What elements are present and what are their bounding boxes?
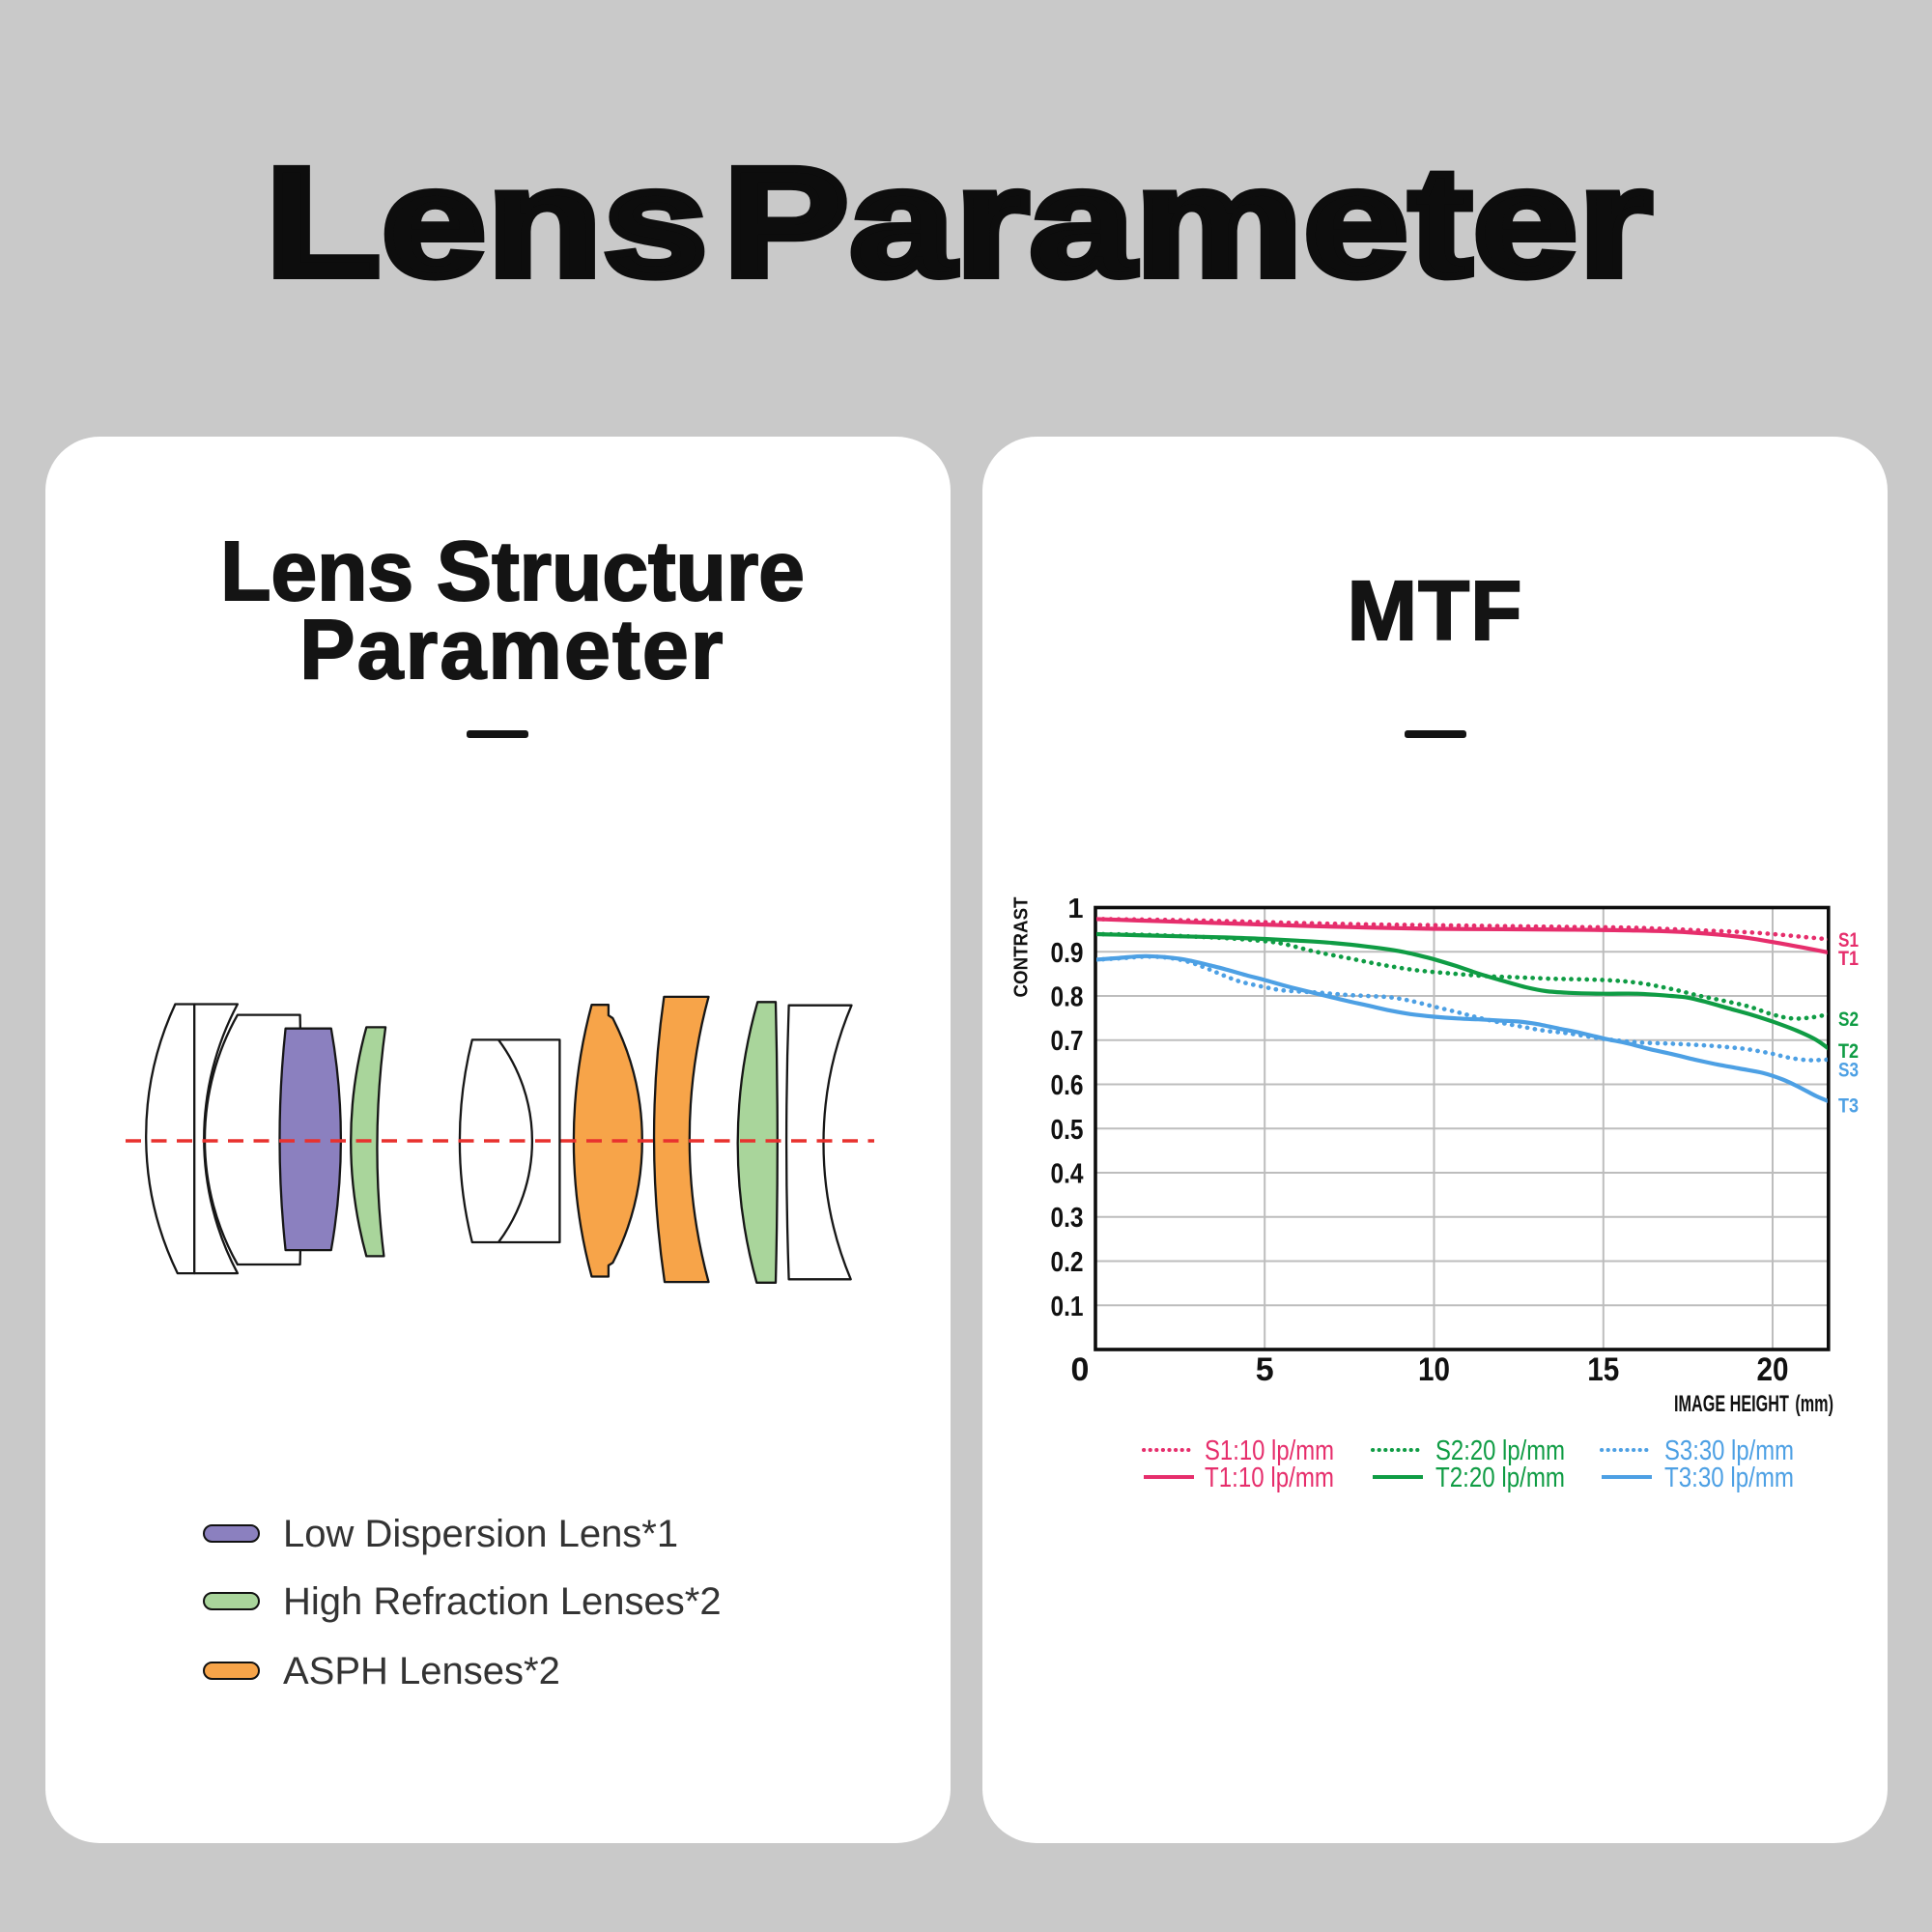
svg-text:5: 5 bbox=[1256, 1351, 1274, 1388]
svg-text:0.8: 0.8 bbox=[1051, 982, 1084, 1013]
svg-text:0.4: 0.4 bbox=[1051, 1159, 1084, 1190]
svg-text:0.3: 0.3 bbox=[1051, 1203, 1084, 1234]
svg-text:T2:20 lp/mm: T2:20 lp/mm bbox=[1435, 1463, 1565, 1493]
svg-text:0.1: 0.1 bbox=[1051, 1292, 1084, 1322]
svg-text:S1:10 lp/mm: S1:10 lp/mm bbox=[1205, 1435, 1334, 1466]
svg-text:15: 15 bbox=[1587, 1351, 1619, 1388]
svg-text:S3: S3 bbox=[1838, 1060, 1859, 1082]
svg-text:S2: S2 bbox=[1838, 1009, 1859, 1031]
svg-text:T1:10 lp/mm: T1:10 lp/mm bbox=[1205, 1463, 1334, 1493]
svg-text:0.7: 0.7 bbox=[1051, 1026, 1084, 1057]
svg-text:S2:20 lp/mm: S2:20 lp/mm bbox=[1435, 1435, 1565, 1466]
svg-text:S3:30 lp/mm: S3:30 lp/mm bbox=[1664, 1435, 1794, 1466]
svg-text:CONTRAST: CONTRAST bbox=[1011, 897, 1033, 998]
svg-text:0.2: 0.2 bbox=[1051, 1247, 1084, 1278]
svg-text:0.9: 0.9 bbox=[1051, 938, 1084, 969]
svg-text:S1: S1 bbox=[1838, 929, 1859, 952]
svg-text:1: 1 bbox=[1067, 894, 1083, 924]
svg-text:IMAGE HEIGHT (mm): IMAGE HEIGHT (mm) bbox=[1674, 1391, 1833, 1417]
svg-text:10: 10 bbox=[1418, 1351, 1450, 1388]
svg-text:T2: T2 bbox=[1838, 1040, 1859, 1063]
svg-text:0: 0 bbox=[1071, 1351, 1090, 1388]
svg-text:20: 20 bbox=[1757, 1351, 1789, 1388]
svg-text:0.6: 0.6 bbox=[1051, 1070, 1084, 1101]
svg-text:T3:30 lp/mm: T3:30 lp/mm bbox=[1664, 1463, 1794, 1493]
svg-text:T1: T1 bbox=[1838, 948, 1859, 970]
svg-text:0.5: 0.5 bbox=[1051, 1115, 1084, 1146]
svg-text:T3: T3 bbox=[1838, 1095, 1859, 1118]
